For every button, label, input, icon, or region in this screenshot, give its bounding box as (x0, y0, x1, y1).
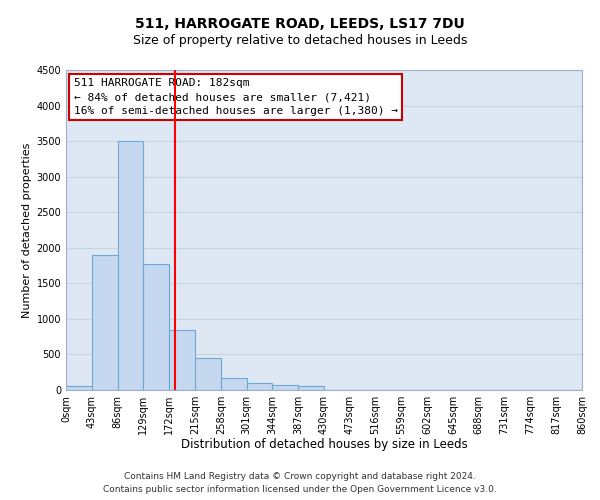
Bar (298, 386, 324, 390)
Bar (92, 255, 118, 390)
Bar (221, 378, 247, 390)
X-axis label: Distribution of detached houses by size in Leeds: Distribution of detached houses by size … (181, 438, 467, 452)
Bar (143, 264, 169, 390)
Y-axis label: Number of detached properties: Number of detached properties (22, 142, 32, 318)
Bar (272, 384, 298, 390)
Text: Contains public sector information licensed under the Open Government Licence v3: Contains public sector information licen… (103, 485, 497, 494)
Bar (118, 141, 143, 390)
Text: 511 HARROGATE ROAD: 182sqm
← 84% of detached houses are smaller (7,421)
16% of s: 511 HARROGATE ROAD: 182sqm ← 84% of deta… (74, 78, 398, 116)
Text: Size of property relative to detached houses in Leeds: Size of property relative to detached ho… (133, 34, 467, 47)
Text: Contains HM Land Registry data © Crown copyright and database right 2024.: Contains HM Land Registry data © Crown c… (124, 472, 476, 481)
Bar (247, 383, 272, 390)
Bar (195, 358, 221, 390)
Bar (66, 386, 92, 390)
Text: 511, HARROGATE ROAD, LEEDS, LS17 7DU: 511, HARROGATE ROAD, LEEDS, LS17 7DU (135, 18, 465, 32)
Bar (169, 330, 195, 390)
